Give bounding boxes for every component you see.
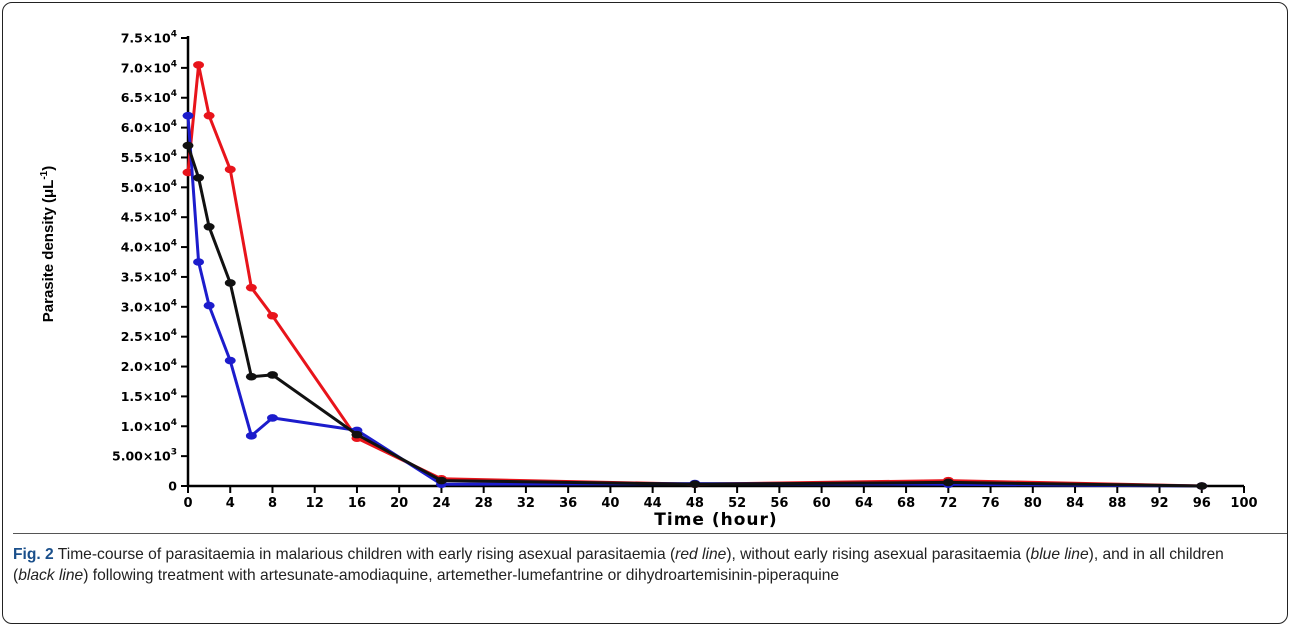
series-0-point [266,311,278,320]
x-tick-label: 56 [770,496,788,511]
y-axis-label: Parasite density (μL-1) [39,166,57,322]
y-tick-label: 2.5×104 [121,328,177,344]
figure-number: Fig. 2 [13,546,54,563]
x-tick-label: 88 [1108,496,1126,511]
series-0-point [224,165,236,174]
y-tick-label: 5.00×103 [112,448,177,464]
x-tick-label: 40 [601,496,619,511]
y-tick-label: 4.0×104 [121,239,177,255]
y-tick-label: 6.5×104 [121,89,177,105]
x-tick-label: 64 [855,496,873,511]
x-tick-label: 36 [559,496,577,511]
series-1-point [224,356,236,365]
x-tick-label: 8 [268,496,277,511]
caption-italic-blue: blue line [1030,546,1089,563]
series-1-point [193,258,205,266]
y-tick-label: 0 [168,479,177,494]
x-tick-label: 96 [1193,496,1211,511]
x-tick-label: 92 [1150,496,1168,511]
y-tick-label: 5.0×104 [121,179,177,195]
y-tick-label: 3.5×104 [121,268,177,284]
chart-axes [186,36,1244,488]
x-tick-label: 44 [644,496,662,511]
series-2-point [193,173,205,182]
y-tick-label: 6.0×104 [121,119,177,135]
series-2-point [1196,482,1208,490]
y-tick-label: 1.5×104 [121,388,177,404]
series-2-point [266,371,278,379]
series-1-point [203,301,215,310]
x-tick-label: 4 [226,496,235,511]
x-tick-label: 84 [1066,496,1084,511]
y-axis-label-close: ) [40,166,57,171]
x-tick-label: 48 [686,496,704,511]
series-2-point [224,279,236,287]
x-tick-label: 28 [475,496,493,511]
y-tick-label: 2.0×104 [121,358,177,374]
y-axis-label-main: Parasite density (μL [40,180,57,323]
x-tick-label: 60 [813,496,831,511]
series-0-point [193,61,205,69]
x-tick-label: 68 [897,496,915,511]
series-line-1 [186,115,1202,488]
series-0-point [245,283,257,292]
x-tick-label: 32 [517,496,535,511]
series-2-point [351,430,363,439]
caption-text-1: Time-course of parasitaemia in malarious… [53,546,676,563]
x-tick-label: 12 [306,496,324,511]
series-line-2 [186,145,1202,488]
series-2-point [942,478,954,487]
figure-caption: Fig. 2 Time-course of parasitaemia in ma… [13,544,1253,586]
series-2-point [435,476,447,485]
y-tick-label: 4.5×104 [121,209,177,225]
series-1-point [182,111,194,120]
x-axis-label: Time (hour) [654,510,777,530]
caption-text-2: ), without early rising asexual parasita… [726,546,1031,563]
series-1-point [245,432,257,440]
x-tick-label: 0 [183,496,192,511]
series-2-point [245,372,257,381]
caption-italic-black: black line [18,567,84,584]
x-tick-label: 24 [432,496,450,511]
series-2-point [689,480,701,489]
x-tick-label: 72 [939,496,957,511]
x-tick-label: 20 [390,496,408,511]
x-tick-label: 100 [1230,496,1257,511]
series-1-point [266,414,278,422]
x-axis-ticks: 0 4 8 12 16 20 24 28 32 36 40 44 48 52 56 60 64 68 72 76 80 8… [183,486,1258,511]
caption-italic-red: red line [675,546,727,563]
y-tick-label: 7.0×104 [121,59,177,75]
y-tick-label: 3.0×104 [121,298,177,314]
y-axis-ticks: 0 5.00×103 1.0×104 1.5×104 2.0×104 2.5×104 3.0… [112,30,188,494]
x-tick-label: 80 [1024,496,1042,511]
series-2-point [203,222,215,231]
y-tick-label: 5.5×104 [121,149,177,165]
y-axis-label-sup: -1 [39,170,50,179]
series-0-point [203,111,215,120]
x-tick-label: 16 [348,496,366,511]
chart-series [182,61,1208,490]
line-chart: 0 5.00×103 1.0×104 1.5×104 2.0×104 2.5×104 3.0… [39,30,1258,531]
caption-text-3: ), and in all children ( [13,546,1224,584]
caption-divider [13,533,1287,534]
series-2-point [182,141,194,150]
x-tick-label: 76 [982,496,1000,511]
y-tick-label: 7.5×104 [121,30,177,46]
caption-text-4: ) following treatment with artesunate-am… [83,567,840,584]
y-tick-label: 1.0×104 [121,418,177,434]
x-tick-label: 52 [728,496,746,511]
